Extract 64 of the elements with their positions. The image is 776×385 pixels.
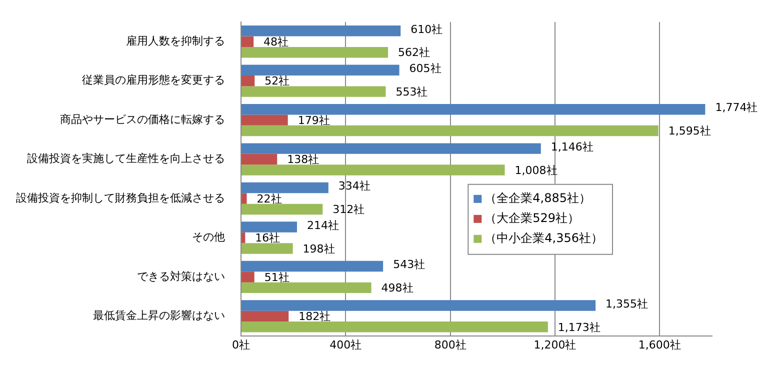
data-label: 16社: [255, 232, 280, 245]
bar: [242, 322, 548, 332]
legend-label: （全企業4,885社）: [484, 191, 592, 206]
bar: [242, 104, 706, 115]
bar: [242, 282, 372, 294]
y-tick-label: その他: [192, 230, 225, 244]
bar: [242, 143, 541, 154]
data-label: 543社: [393, 258, 426, 272]
bar: [242, 182, 328, 194]
bar: [242, 125, 658, 136]
y-tick-label: 設備投資を抑制して財務負担を低減させる: [16, 191, 225, 204]
data-label: 198社: [302, 242, 335, 256]
legend-label: （大企業529社）: [484, 211, 580, 226]
bar: [242, 260, 384, 272]
bar: [242, 193, 247, 204]
bar: [242, 154, 278, 165]
data-label: 1,008社: [514, 164, 558, 177]
bar: [242, 272, 254, 282]
legend-label: （中小企業4,356社）: [484, 231, 604, 246]
data-label: 214社: [306, 218, 339, 232]
bar: [242, 300, 596, 311]
bar: [242, 232, 246, 244]
data-label: 52社: [264, 74, 290, 88]
bar: [242, 310, 289, 322]
y-tick-label: 設備投資を実施して生産性を向上させる: [27, 152, 225, 166]
data-label: 1,774社: [715, 101, 758, 114]
bar: [242, 243, 293, 254]
data-label: 1,173社: [558, 320, 600, 334]
data-label: 182社: [298, 310, 331, 324]
bar: [242, 36, 254, 47]
bar: [242, 75, 255, 86]
data-label: 610社: [410, 22, 443, 36]
y-tick-label: 商品やサービスの価格に転嫁する: [60, 112, 225, 126]
x-tick-label: 1,200社: [534, 338, 576, 352]
bar: [242, 46, 388, 58]
bar: [242, 86, 386, 97]
y-tick-label: できる対策はない: [137, 270, 225, 283]
data-label: 312社: [332, 203, 365, 216]
data-label: 498社: [381, 282, 414, 295]
data-label: 48社: [264, 35, 289, 48]
bar: [242, 164, 505, 176]
data-label: 51社: [264, 270, 290, 284]
bar: [242, 222, 297, 232]
x-tick-label: 800社: [434, 338, 466, 352]
data-label: 605社: [409, 62, 442, 75]
y-tick-label: 最低賃金上昇の影響はない: [93, 309, 225, 322]
data-label: 1,355社: [606, 297, 648, 310]
data-label: 553社: [396, 85, 428, 98]
x-tick-label: 400社: [330, 338, 362, 352]
x-tick-label: 1,600社: [638, 338, 681, 352]
bar: [242, 204, 323, 215]
bar: [242, 26, 401, 36]
data-label: 1,146社: [550, 140, 594, 154]
bar: [242, 64, 400, 76]
bar: [242, 114, 288, 126]
data-label: 1,595社: [668, 124, 711, 138]
data-label: 179社: [298, 114, 330, 127]
y-tick-label: 従業員の雇用形態を変更する: [82, 74, 225, 87]
data-label: 22社: [256, 192, 282, 206]
y-tick-label: 雇用人数を抑制する: [126, 34, 225, 48]
data-label: 562社: [398, 46, 430, 60]
data-label: 138社: [287, 153, 320, 166]
x-tick-label: 0社: [232, 338, 250, 352]
data-label: 334社: [338, 180, 370, 193]
